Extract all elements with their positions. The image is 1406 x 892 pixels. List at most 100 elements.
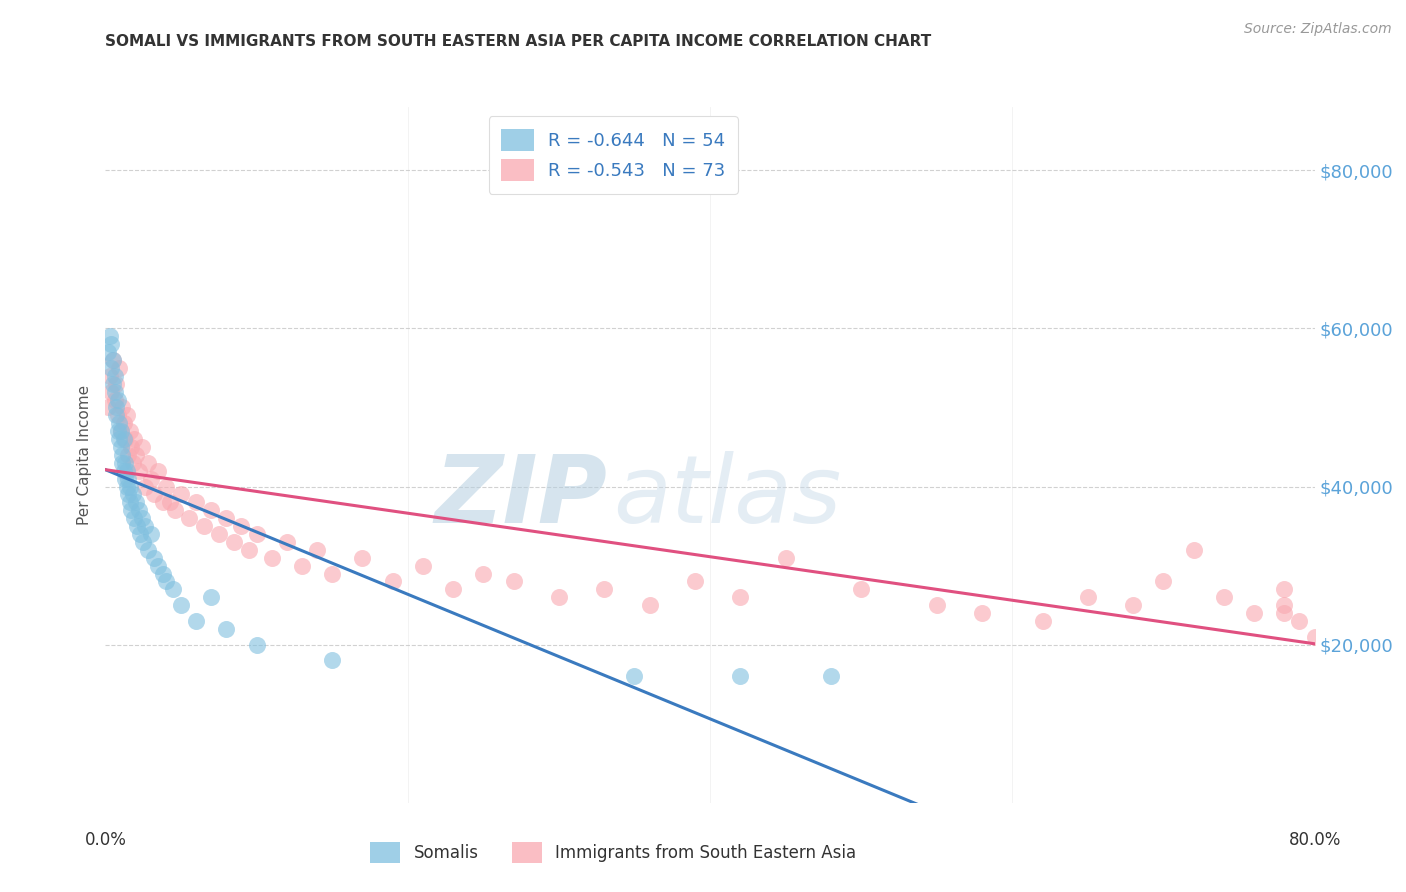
Point (127, 519, 149, 533)
Point (200, 503, 222, 517)
Point (111, 456, 134, 470)
Point (117, 487, 139, 501)
Point (200, 591, 222, 605)
Point (118, 424, 141, 438)
Point (101, 353, 124, 368)
Point (170, 598, 193, 612)
Point (142, 550, 165, 565)
Point (118, 479, 141, 493)
Point (472, 566, 495, 581)
Point (114, 456, 136, 470)
Point (101, 353, 124, 368)
Point (412, 558, 434, 573)
Point (1182, 542, 1205, 557)
Point (136, 542, 159, 557)
Point (122, 432, 145, 446)
Legend: Somalis, Immigrants from South Eastern Asia: Somalis, Immigrants from South Eastern A… (359, 830, 868, 874)
Point (112, 432, 135, 446)
Point (1212, 591, 1236, 605)
Point (118, 495, 141, 509)
Point (307, 542, 329, 557)
Point (131, 440, 153, 454)
Point (186, 495, 208, 509)
Point (115, 409, 138, 423)
Text: Source: ZipAtlas.com: Source: ZipAtlas.com (1244, 22, 1392, 37)
Point (246, 638, 269, 652)
Point (142, 487, 165, 501)
Point (276, 535, 298, 549)
Point (1243, 606, 1265, 620)
Point (97, 345, 120, 359)
Point (112, 417, 135, 431)
Point (1288, 614, 1310, 628)
Point (441, 582, 464, 597)
Point (112, 464, 135, 478)
Point (381, 574, 404, 589)
Point (159, 495, 181, 509)
Point (108, 432, 131, 446)
Point (215, 511, 238, 525)
Point (129, 527, 152, 541)
Point (1032, 614, 1054, 628)
Point (121, 456, 143, 470)
Point (1274, 598, 1296, 612)
Point (1303, 630, 1326, 644)
Point (1077, 591, 1099, 605)
Point (502, 574, 524, 589)
Point (222, 535, 245, 549)
Point (352, 550, 374, 565)
Point (134, 519, 156, 533)
Point (98, 368, 121, 383)
Text: 80.0%: 80.0% (1288, 831, 1341, 849)
Point (111, 401, 134, 415)
Point (136, 456, 159, 470)
Point (170, 487, 193, 501)
Point (105, 401, 128, 415)
Point (970, 606, 993, 620)
Point (186, 614, 208, 628)
Point (125, 448, 148, 462)
Point (117, 472, 139, 486)
Point (1274, 606, 1296, 620)
Point (849, 582, 872, 597)
Text: atlas: atlas (613, 451, 842, 542)
Point (215, 622, 238, 636)
Point (152, 495, 174, 509)
Point (155, 479, 177, 493)
Point (105, 376, 128, 391)
Text: 0.0%: 0.0% (84, 831, 127, 849)
Point (107, 409, 129, 423)
Point (593, 582, 616, 597)
Point (623, 669, 645, 683)
Point (115, 479, 138, 493)
Point (103, 384, 125, 399)
Point (132, 535, 155, 549)
Point (321, 653, 343, 667)
Point (107, 424, 129, 438)
Point (1122, 598, 1144, 612)
Point (730, 591, 752, 605)
Point (110, 424, 132, 438)
Point (155, 574, 177, 589)
Point (260, 550, 283, 565)
Point (231, 519, 253, 533)
Point (139, 472, 162, 486)
Point (730, 669, 752, 683)
Point (291, 558, 314, 573)
Point (246, 527, 269, 541)
Point (163, 503, 186, 517)
Point (128, 464, 150, 478)
Point (1274, 582, 1296, 597)
Point (114, 472, 136, 486)
Text: SOMALI VS IMMIGRANTS FROM SOUTH EASTERN ASIA PER CAPITA INCOME CORRELATION CHART: SOMALI VS IMMIGRANTS FROM SOUTH EASTERN … (105, 34, 932, 49)
Point (100, 337, 122, 351)
Point (108, 417, 131, 431)
Point (775, 550, 797, 565)
Point (115, 464, 138, 478)
Point (114, 432, 136, 446)
Text: ZIP: ZIP (434, 450, 607, 542)
Point (548, 591, 571, 605)
Point (107, 392, 129, 407)
Point (683, 574, 706, 589)
Point (101, 376, 124, 391)
